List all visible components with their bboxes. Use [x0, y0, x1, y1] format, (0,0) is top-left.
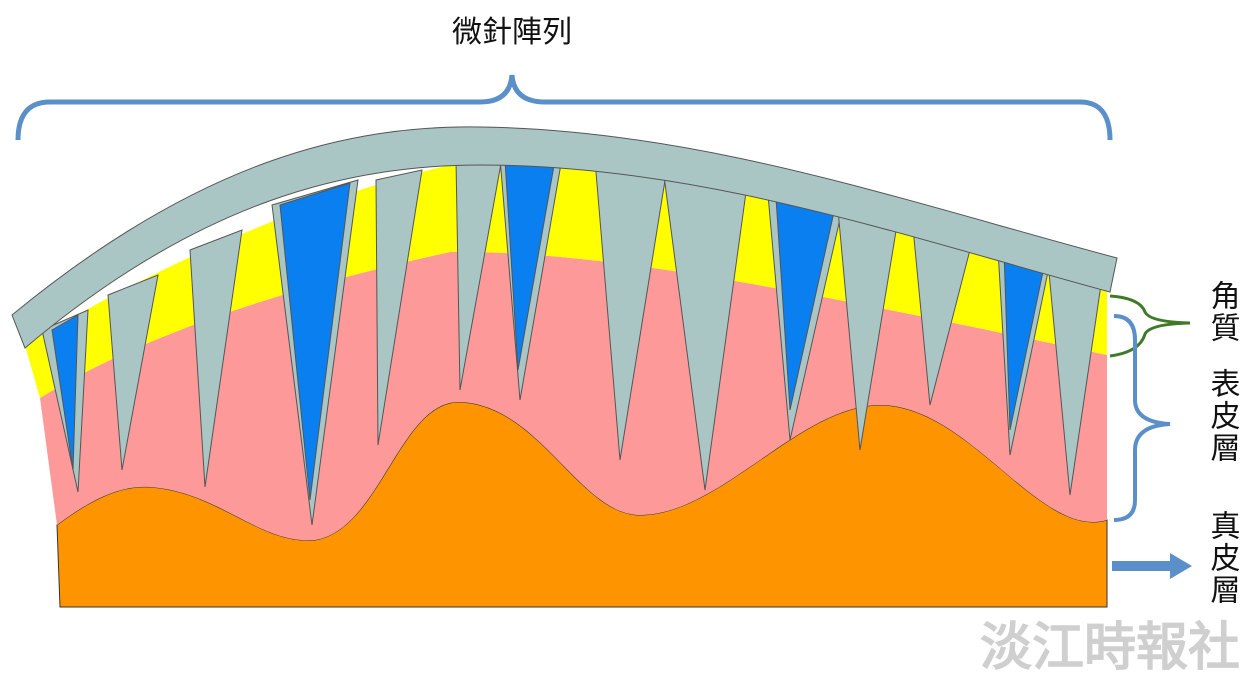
dermis-arrow — [1112, 553, 1192, 579]
needle — [107, 274, 159, 471]
needle-drug — [51, 314, 79, 471]
needle-drug — [279, 182, 351, 501]
arrow-shaft — [1112, 561, 1172, 571]
array-brace — [15, 74, 1113, 141]
epidermis-label: 表皮層 — [1205, 368, 1241, 464]
title: 微針陣列 — [452, 15, 572, 50]
watermark: 淡江時報社 — [980, 618, 1240, 673]
needle-base — [11, 126, 1118, 349]
needle — [189, 229, 243, 488]
dermis-layer — [56, 401, 1108, 608]
dermis-label: 真皮層 — [1205, 510, 1241, 606]
corneum-brace — [1109, 294, 1191, 358]
needle — [375, 169, 423, 446]
corneum-label: 角質 — [1205, 280, 1240, 344]
arrow-head — [1170, 553, 1192, 579]
needles — [41, 157, 1103, 526]
epidermis-brace — [1113, 314, 1171, 522]
